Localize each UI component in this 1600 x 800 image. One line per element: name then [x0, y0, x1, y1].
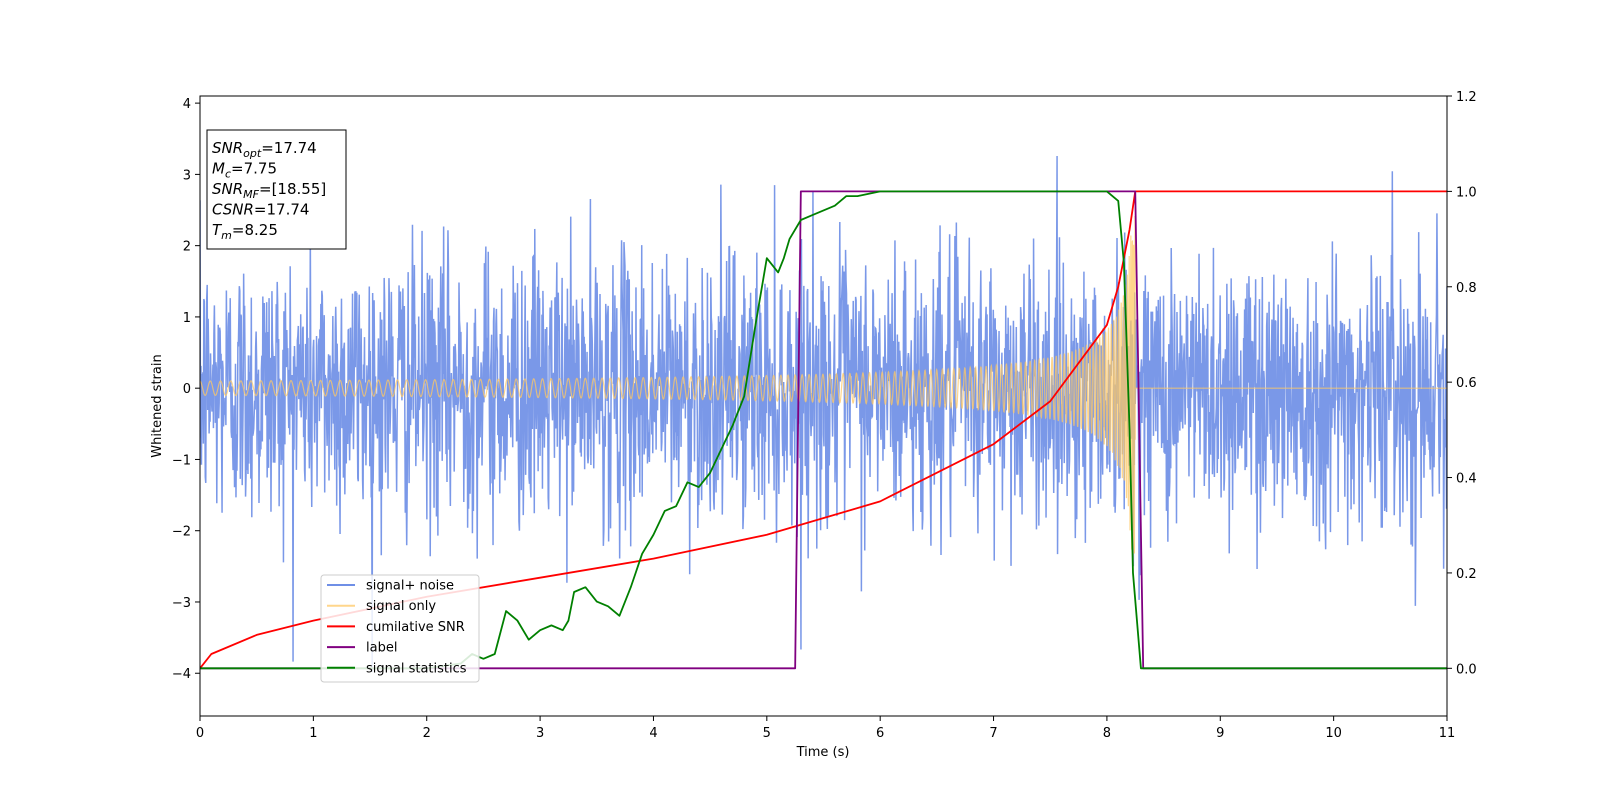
legend-label: signal only — [366, 599, 436, 614]
y-tick-label: 3 — [183, 168, 191, 183]
x-tick-label: 9 — [1216, 726, 1224, 741]
x-tick-label: 7 — [989, 726, 997, 741]
y-axis-label: Whitened strain — [150, 354, 165, 457]
legend-label: cumilative SNR — [366, 620, 465, 635]
x-tick-label: 6 — [876, 726, 884, 741]
x-tick-label: 3 — [536, 726, 544, 741]
y2-tick-label: 0.8 — [1456, 281, 1477, 296]
legend-label: label — [366, 641, 397, 656]
y-tick-label: −2 — [172, 525, 191, 540]
legend-frame — [320, 574, 480, 683]
series-cumulative-snr-line — [200, 190, 1447, 669]
legend-label: signal statistics — [366, 661, 467, 676]
info-line: Mc=7.75 — [212, 160, 277, 181]
x-tick-label: 11 — [1439, 726, 1456, 741]
x-tick-label: 1 — [309, 726, 317, 741]
series-signal-statistics-line — [200, 190, 1447, 670]
y-tick-label: −1 — [172, 453, 191, 468]
info-box: SNRopt=17.74Mc=7.75SNRMF=[18.55]CSNR=17.… — [206, 129, 347, 250]
info-line: SNRopt=17.74 — [212, 139, 317, 160]
y-tick-label: 0 — [183, 382, 191, 397]
x-tick-label: 5 — [763, 726, 771, 741]
y2-tick-label: 1.0 — [1456, 185, 1477, 200]
x-tick-label: 4 — [649, 726, 657, 741]
series-signal-only-line — [200, 215, 1447, 566]
x-tick-label: 10 — [1325, 726, 1342, 741]
y2-tick-label: 0.2 — [1456, 567, 1477, 582]
y2-tick-label: 0.4 — [1456, 472, 1477, 487]
y-tick-label: 1 — [183, 311, 191, 326]
y-tick-label: 2 — [183, 240, 191, 255]
series-signal-noise-line — [200, 155, 1447, 673]
legend-label: signal+ noise — [366, 579, 454, 594]
y-tick-label: −3 — [172, 596, 191, 611]
x-tick-label: 8 — [1103, 726, 1111, 741]
info-line: SNRMF=[18.55] — [212, 180, 326, 201]
info-line: CSNR=17.74 — [212, 201, 309, 219]
info-box-frame — [206, 129, 347, 250]
x-axis-label: Time (s) — [796, 745, 850, 760]
y-tick-label: 4 — [183, 97, 191, 112]
y-tick-label: −4 — [172, 667, 191, 682]
y2-tick-label: 0.6 — [1456, 376, 1477, 391]
axes-frame — [199, 95, 1448, 717]
y2-tick-label: 0.0 — [1456, 662, 1477, 677]
y2-tick-label: 1.2 — [1456, 90, 1477, 105]
x-tick-label: 0 — [196, 726, 204, 741]
x-tick-label: 2 — [423, 726, 431, 741]
info-line: Tm=8.25 — [212, 221, 278, 242]
legend: signal+ noise signal only cumilative SNR la… — [320, 574, 480, 683]
